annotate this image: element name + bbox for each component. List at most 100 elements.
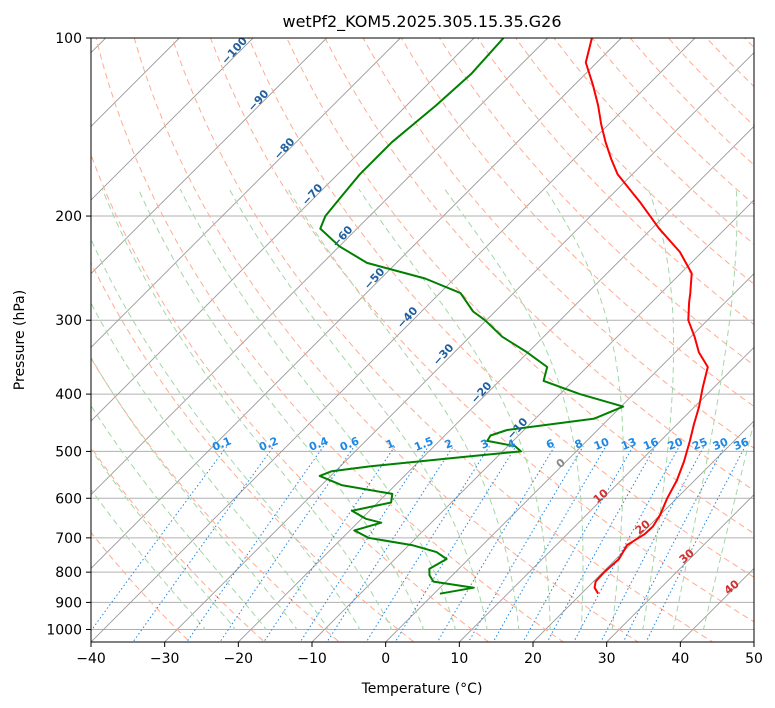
moist-adiabat-20 bbox=[287, 188, 520, 630]
isotherm--40 bbox=[91, 38, 696, 642]
isotherm--100 bbox=[91, 38, 254, 201]
y-tick-label: 400 bbox=[55, 387, 82, 403]
adiabat-label: −40 bbox=[394, 304, 420, 331]
mixing-ratio-line-3 bbox=[219, 445, 355, 642]
dry-adiabat-0 bbox=[91, 261, 415, 642]
dewpoint-line bbox=[318, 38, 625, 595]
moist-adiabat--16 bbox=[91, 448, 236, 630]
dry-adiabat--10 bbox=[91, 357, 340, 642]
x-tick-label: −30 bbox=[150, 651, 180, 667]
dry-adiabat-label: 20 bbox=[633, 517, 653, 537]
chart-title: wetPf2_KOM5.2025.305.15.35.G26 bbox=[282, 12, 561, 32]
isotherm--80 bbox=[91, 38, 401, 348]
mixing-ratio-line-8 bbox=[394, 445, 517, 642]
mixing-ratio-label: 16 bbox=[641, 435, 660, 453]
adiabat-label: −20 bbox=[468, 379, 494, 406]
isotherm--50 bbox=[91, 38, 622, 569]
mixing-ratio-line-10 bbox=[467, 445, 584, 642]
x-tick-label: −20 bbox=[224, 651, 254, 667]
adiabat-label: −80 bbox=[271, 135, 297, 162]
y-tick-label: 500 bbox=[55, 444, 82, 460]
x-axis-label: Temperature (°C) bbox=[361, 681, 483, 697]
profile-lines bbox=[318, 38, 709, 595]
dry-adiabat-180 bbox=[705, 38, 754, 88]
isotherm--70 bbox=[91, 38, 475, 422]
dry-adiabat-120 bbox=[477, 38, 754, 326]
dry-adiabat-200 bbox=[756, 11, 775, 654]
mixing-ratio-label: 20 bbox=[666, 435, 685, 453]
x-tick-label: 40 bbox=[671, 651, 689, 667]
dry-adiabat--20 bbox=[91, 446, 266, 642]
isotherm-0 bbox=[385, 273, 754, 642]
temperature-line bbox=[584, 38, 709, 595]
axis-ticks: −40 −30 −20 −10 0 10 20 30 40 5010020030040050060… bbox=[46, 31, 763, 667]
mixing-ratio-line-12 bbox=[522, 445, 634, 642]
dry-adiabat-80 bbox=[324, 38, 754, 492]
y-tick-label: 1000 bbox=[46, 622, 82, 638]
mixing-ratio-line-6 bbox=[326, 445, 454, 642]
isotherm--20 bbox=[238, 125, 754, 642]
isotherm--30 bbox=[164, 52, 754, 642]
y-tick-label: 900 bbox=[55, 595, 82, 611]
dry-adiabat--30 bbox=[91, 531, 191, 642]
x-tick-label: 50 bbox=[745, 651, 763, 667]
mixing-ratio-label: 2 bbox=[443, 437, 455, 452]
moist-adiabat-0 bbox=[91, 237, 361, 630]
mixing-ratio-line-2 bbox=[186, 445, 325, 642]
moist-adiabat-36 bbox=[640, 188, 675, 630]
mixing-ratio-line-0 bbox=[91, 445, 228, 632]
dry-adiabat-30 bbox=[133, 38, 639, 642]
y-tick-label: 700 bbox=[55, 531, 82, 547]
dry-adiabat-130 bbox=[515, 38, 754, 285]
adiabat-label: −70 bbox=[299, 181, 325, 208]
dry-adiabat-90 bbox=[362, 38, 754, 449]
mixing-ratio-line-11 bbox=[492, 445, 607, 642]
moist-adiabat-24 bbox=[358, 188, 551, 630]
moist-adiabat-4 bbox=[101, 188, 392, 630]
adiabat-label: −10 bbox=[504, 415, 530, 442]
isotherm-50 bbox=[753, 641, 754, 642]
mixing-ratio-label: 8 bbox=[573, 437, 585, 452]
isotherm--10 bbox=[311, 199, 754, 642]
dry-adiabat-20 bbox=[95, 38, 565, 642]
x-tick-label: −10 bbox=[297, 651, 327, 667]
y-tick-label: 100 bbox=[55, 31, 82, 47]
moist-adiabat-8 bbox=[137, 188, 424, 630]
mixing-ratio-label: 6 bbox=[544, 437, 556, 452]
x-tick-label: 0 bbox=[381, 651, 390, 667]
x-tick-label: 30 bbox=[598, 651, 616, 667]
moist-adiabat-28 bbox=[444, 188, 584, 630]
mixing-ratio-label: 3 bbox=[479, 437, 491, 452]
moist-adiabat--4 bbox=[91, 302, 329, 630]
dry-adiabat-label: 30 bbox=[677, 546, 697, 566]
adiabat-label: −100 bbox=[219, 34, 250, 67]
isotherm-20 bbox=[532, 420, 754, 642]
mixing-ratio-label: 1 bbox=[384, 437, 396, 452]
moist-adiabat-12 bbox=[179, 188, 456, 630]
isotherm-10 bbox=[459, 346, 754, 642]
background-lines bbox=[91, 11, 775, 654]
mixing-ratio-label: 30 bbox=[711, 435, 730, 453]
mixing-ratio-label: 13 bbox=[619, 435, 638, 453]
x-tick-label: 20 bbox=[524, 651, 542, 667]
mixing-ratio-line-7 bbox=[365, 445, 490, 642]
plot-frame bbox=[90, 37, 755, 643]
adiabat-label: −90 bbox=[245, 87, 271, 114]
isotherm-30 bbox=[606, 494, 754, 642]
isotherm--90 bbox=[91, 38, 327, 275]
x-tick-label: −40 bbox=[76, 651, 106, 667]
line-labels: 0.1 0.2 0.4 0.6 1 1.5 2 3 4 6 8 10 13 16 20 25 30 36−100−… bbox=[210, 34, 751, 597]
mixing-ratio-line-9 bbox=[436, 445, 556, 642]
y-axis-label: Pressure (hPa) bbox=[12, 290, 28, 390]
dry-adiabat-10 bbox=[91, 153, 490, 642]
mixing-ratio-line-13 bbox=[546, 445, 656, 642]
mixing-ratio-line-17 bbox=[645, 445, 746, 642]
x-tick-label: 10 bbox=[450, 651, 468, 667]
dry-adiabat-70 bbox=[286, 38, 754, 535]
moist-adiabat--8 bbox=[91, 356, 298, 630]
dry-adiabat-label: 40 bbox=[722, 577, 742, 597]
adiabat-label: −60 bbox=[329, 223, 355, 250]
y-tick-label: 200 bbox=[55, 209, 82, 225]
